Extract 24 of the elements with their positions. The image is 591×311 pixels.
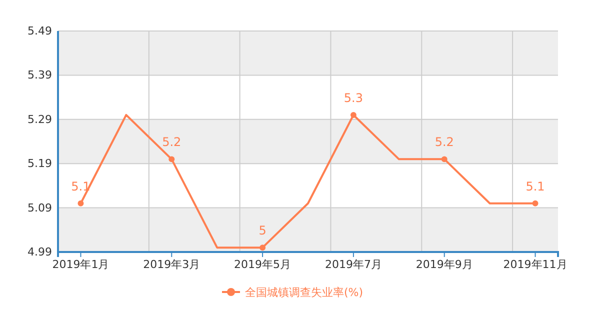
y-tick-label: 4.99 xyxy=(28,246,52,259)
data-label: 5 xyxy=(258,224,266,238)
point xyxy=(350,112,356,118)
y-tick-label: 5.19 xyxy=(28,157,52,170)
x-tick-label: 2019年9月 xyxy=(416,258,473,271)
x-tick-label: 2019年5月 xyxy=(234,258,292,271)
y-tick-label: 5.49 xyxy=(28,24,52,38)
point xyxy=(168,156,175,162)
point xyxy=(260,244,266,251)
x-tick-label: 2019年11月 xyxy=(503,258,568,271)
data-label: 5.2 xyxy=(162,135,182,150)
x-tick-label: 2019年1月 xyxy=(52,258,110,271)
point xyxy=(441,156,448,162)
point xyxy=(78,200,84,206)
y-tick-label: 5.29 xyxy=(28,112,52,126)
x-tick-label: 2019年7月 xyxy=(324,258,382,271)
legend-label: 全国城镇调查失业率(%) xyxy=(245,286,364,299)
x-tick-label: 2019年3月 xyxy=(143,258,200,271)
y-tick-label: 5.09 xyxy=(28,201,52,214)
point xyxy=(532,200,538,206)
data-label: 5.2 xyxy=(434,135,454,150)
y-tick-label: 5.39 xyxy=(28,68,52,82)
data-label: 5.1 xyxy=(526,179,545,194)
data-label: 5.3 xyxy=(344,90,363,105)
